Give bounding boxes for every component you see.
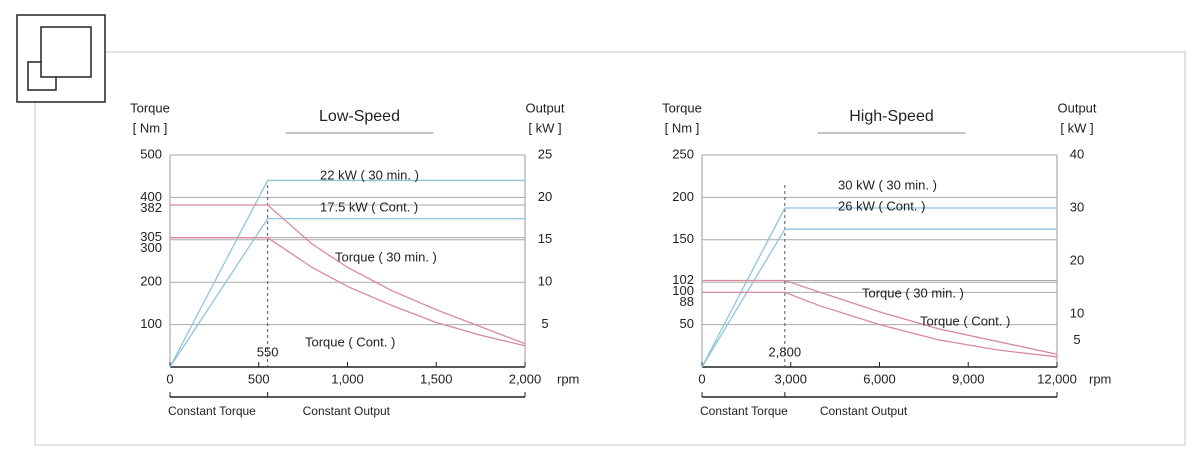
series-line [169, 179, 525, 368]
series-line [702, 291, 1058, 358]
y2-tick-label: 40 [1070, 146, 1084, 161]
y2-tick-label: 10 [538, 274, 552, 289]
y2-tick-label: 20 [1070, 252, 1084, 267]
region-label: Constant Torque [168, 404, 256, 418]
y-tick-label: 200 [672, 189, 694, 204]
x-tick-label: 500 [248, 371, 270, 386]
chart-title: High-Speed [849, 108, 934, 125]
base-speed-label: 2,800 [769, 344, 802, 359]
y2-axis-label: [ kW ] [1060, 120, 1093, 135]
y-tick-label: 400 [140, 189, 162, 204]
x-tick-label: 3,000 [774, 371, 807, 386]
series-line [170, 204, 526, 345]
series-label: 17.5 kW ( Cont. ) [320, 199, 418, 214]
series-line [701, 207, 1057, 368]
y-axis-label: [ Nm ] [665, 120, 700, 135]
y-tick-label: 300 [140, 240, 162, 255]
icon [16, 14, 106, 103]
x-tick-label: 1,000 [331, 371, 364, 386]
y2-tick-label: 5 [1073, 332, 1080, 347]
series-label: 26 kW ( Cont. ) [838, 198, 925, 213]
y2-axis-label: [ kW ] [528, 120, 561, 135]
x-tick-label: 1,500 [420, 371, 453, 386]
base-speed-label: 550 [257, 344, 279, 359]
x-tick-label: 9,000 [952, 371, 985, 386]
y-tick-label: 150 [672, 231, 694, 246]
y-tick-label: 102 [672, 272, 694, 287]
x-tick-label: 6,000 [863, 371, 896, 386]
x-tick-label: 0 [698, 371, 705, 386]
series-label: Torque ( Cont. ) [305, 334, 395, 349]
y-tick-label: 250 [672, 146, 694, 161]
y2-tick-label: 5 [541, 316, 548, 331]
x-unit: rpm [557, 371, 579, 386]
series-label: Torque ( 30 min. ) [862, 285, 964, 300]
series-label: 30 kW ( 30 min. ) [838, 177, 937, 192]
y2-tick-label: 30 [1070, 199, 1084, 214]
chart-title: Low-Speed [319, 108, 400, 125]
series-label: Torque ( Cont. ) [920, 313, 1010, 328]
y-tick-label: 305 [140, 229, 162, 244]
y-tick-label: 88 [680, 294, 694, 309]
y-tick-label: 200 [140, 274, 162, 289]
y2-axis-label: Output [1057, 100, 1096, 115]
y-tick-label: 100 [140, 316, 162, 331]
y-tick-label: 500 [140, 146, 162, 161]
x-tick-label: 0 [166, 371, 173, 386]
y2-tick-label: 20 [538, 189, 552, 204]
x-tick-label: 2,000 [509, 371, 542, 386]
region-label: Constant Torque [700, 404, 788, 418]
frame [34, 51, 1186, 446]
series-line [702, 279, 1058, 355]
region-label: Constant Output [303, 404, 391, 418]
y2-tick-label: 10 [1070, 305, 1084, 320]
y-axis-label: [ Nm ] [133, 120, 168, 135]
region-label: Constant Output [820, 404, 908, 418]
series-line [170, 237, 526, 347]
series-line [701, 228, 1057, 368]
y2-tick-label: 25 [538, 146, 552, 161]
x-tick-label: 12,000 [1037, 371, 1077, 386]
y2-axis-label: Output [525, 100, 564, 115]
y2-tick-label: 15 [538, 231, 552, 246]
x-unit: rpm [1089, 371, 1111, 386]
series-label: Torque ( 30 min. ) [335, 249, 437, 264]
series-label: 22 kW ( 30 min. ) [320, 167, 419, 182]
y-axis-label: Torque [130, 100, 170, 115]
y-tick-label: 382 [140, 200, 162, 215]
y-tick-label: 100 [672, 283, 694, 298]
y-axis-label: Torque [662, 100, 702, 115]
y-tick-label: 50 [680, 316, 694, 331]
series-line [169, 217, 525, 368]
